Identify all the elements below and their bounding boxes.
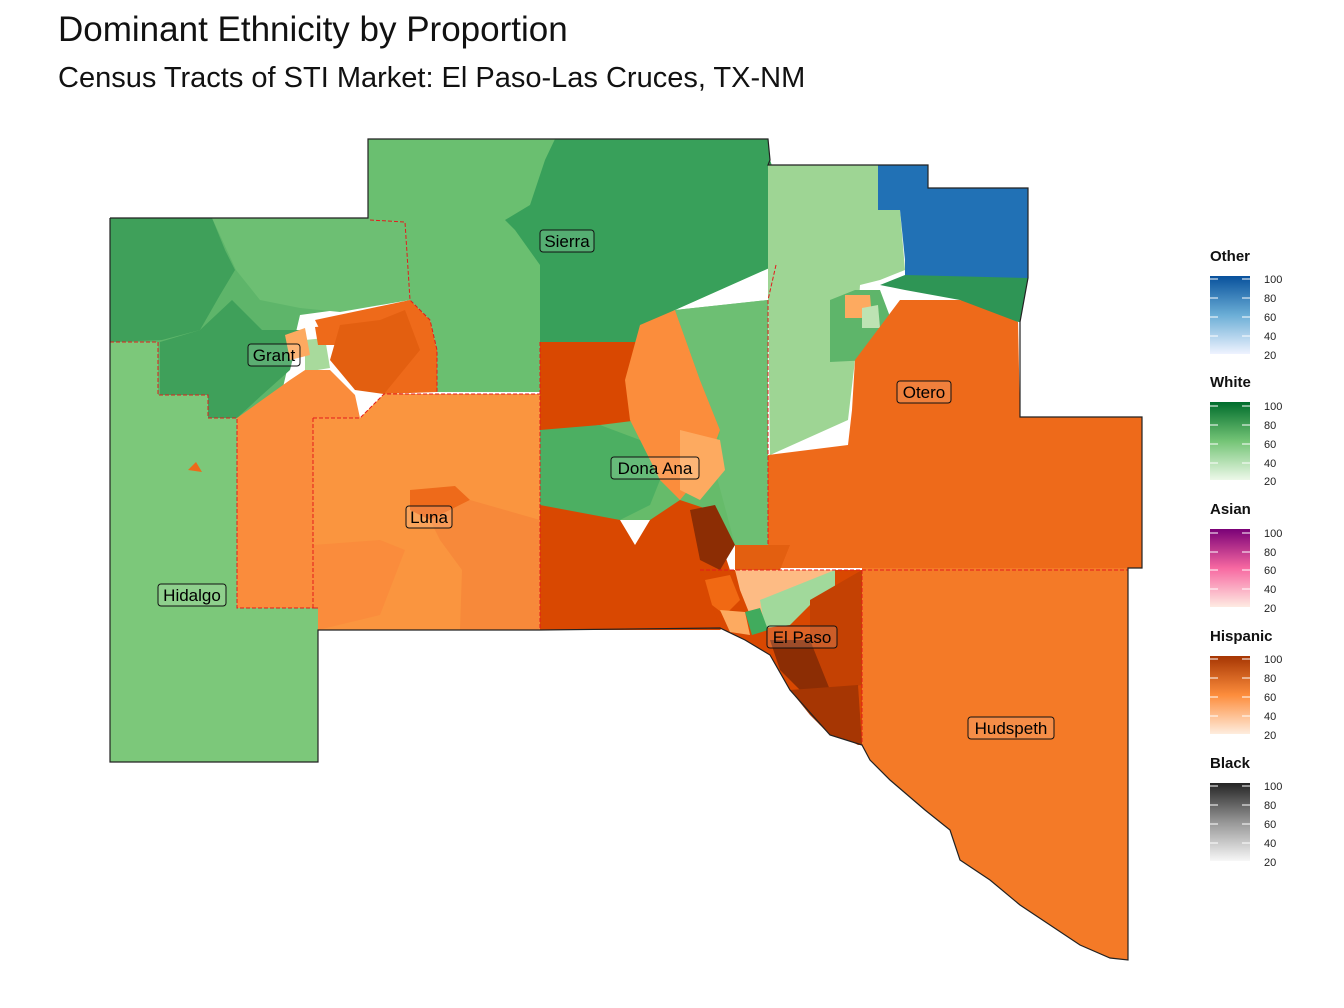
legend-asian: Asian 100 80 60 40 20 — [1210, 501, 1282, 615]
market-outline — [109, 138, 1143, 961]
legend-hispanic: Hispanic 100 80 60 40 20 — [1210, 628, 1282, 742]
svg-text:20: 20 — [1264, 476, 1276, 488]
county-hidalgo — [110, 342, 318, 762]
county-label-sierra: Sierra — [539, 229, 595, 253]
county-label-otero: Otero — [896, 380, 952, 404]
svg-text:Black: Black — [1210, 755, 1251, 772]
svg-text:Luna: Luna — [410, 508, 448, 527]
svg-text:20: 20 — [1264, 350, 1276, 362]
county-luna — [313, 394, 540, 630]
svg-text:Otero: Otero — [903, 383, 946, 402]
county-grant — [110, 218, 437, 608]
svg-text:20: 20 — [1264, 603, 1276, 615]
svg-text:Dona Ana: Dona Ana — [618, 459, 693, 478]
svg-text:40: 40 — [1264, 584, 1276, 596]
svg-text:Asian: Asian — [1210, 501, 1251, 518]
svg-text:40: 40 — [1264, 711, 1276, 723]
svg-text:40: 40 — [1264, 458, 1276, 470]
svg-text:El Paso: El Paso — [773, 628, 832, 647]
svg-text:100: 100 — [1264, 654, 1282, 666]
svg-text:100: 100 — [1264, 274, 1282, 286]
legend-white: White 100 80 60 40 20 — [1210, 374, 1282, 488]
county-label-hidalgo: Hidalgo — [157, 583, 227, 607]
svg-text:Hispanic: Hispanic — [1210, 628, 1273, 645]
county-dona-ana — [540, 300, 790, 630]
county-label-dona-ana: Dona Ana — [610, 456, 700, 480]
svg-text:Other: Other — [1210, 248, 1250, 265]
county-otero — [768, 165, 1142, 568]
svg-text:100: 100 — [1264, 528, 1282, 540]
svg-text:Hudspeth: Hudspeth — [975, 719, 1048, 738]
county-label-grant: Grant — [247, 343, 301, 367]
svg-text:Hidalgo: Hidalgo — [163, 586, 221, 605]
county-boundaries — [110, 219, 1128, 745]
svg-text:20: 20 — [1264, 730, 1276, 742]
county-label-luna: Luna — [405, 505, 453, 529]
svg-text:60: 60 — [1264, 819, 1276, 831]
svg-text:80: 80 — [1264, 293, 1276, 305]
svg-text:80: 80 — [1264, 673, 1276, 685]
svg-text:Sierra: Sierra — [544, 232, 590, 251]
county-label-hudspeth: Hudspeth — [967, 716, 1055, 740]
svg-text:60: 60 — [1264, 439, 1276, 451]
map-title: Dominant Ethnicity by Proportion — [58, 10, 568, 49]
svg-text:40: 40 — [1264, 838, 1276, 850]
svg-text:100: 100 — [1264, 781, 1282, 793]
svg-text:80: 80 — [1264, 800, 1276, 812]
legend-black: Black 100 80 60 40 20 — [1210, 755, 1282, 869]
county-sierra — [368, 139, 776, 392]
svg-text:80: 80 — [1264, 547, 1276, 559]
svg-text:100: 100 — [1264, 401, 1282, 413]
svg-text:60: 60 — [1264, 692, 1276, 704]
svg-text:60: 60 — [1264, 565, 1276, 577]
map-subtitle: Census Tracts of STI Market: El Paso-Las… — [58, 62, 806, 94]
county-el-paso — [700, 570, 862, 745]
county-hudspeth — [862, 568, 1128, 960]
svg-text:80: 80 — [1264, 420, 1276, 432]
svg-text:40: 40 — [1264, 331, 1276, 343]
county-label-el-paso: El Paso — [766, 625, 838, 649]
svg-text:60: 60 — [1264, 312, 1276, 324]
svg-text:Grant: Grant — [253, 346, 296, 365]
svg-text:20: 20 — [1264, 857, 1276, 869]
svg-text:White: White — [1210, 374, 1251, 391]
legend-other: Other 100 80 60 40 20 — [1210, 248, 1282, 362]
